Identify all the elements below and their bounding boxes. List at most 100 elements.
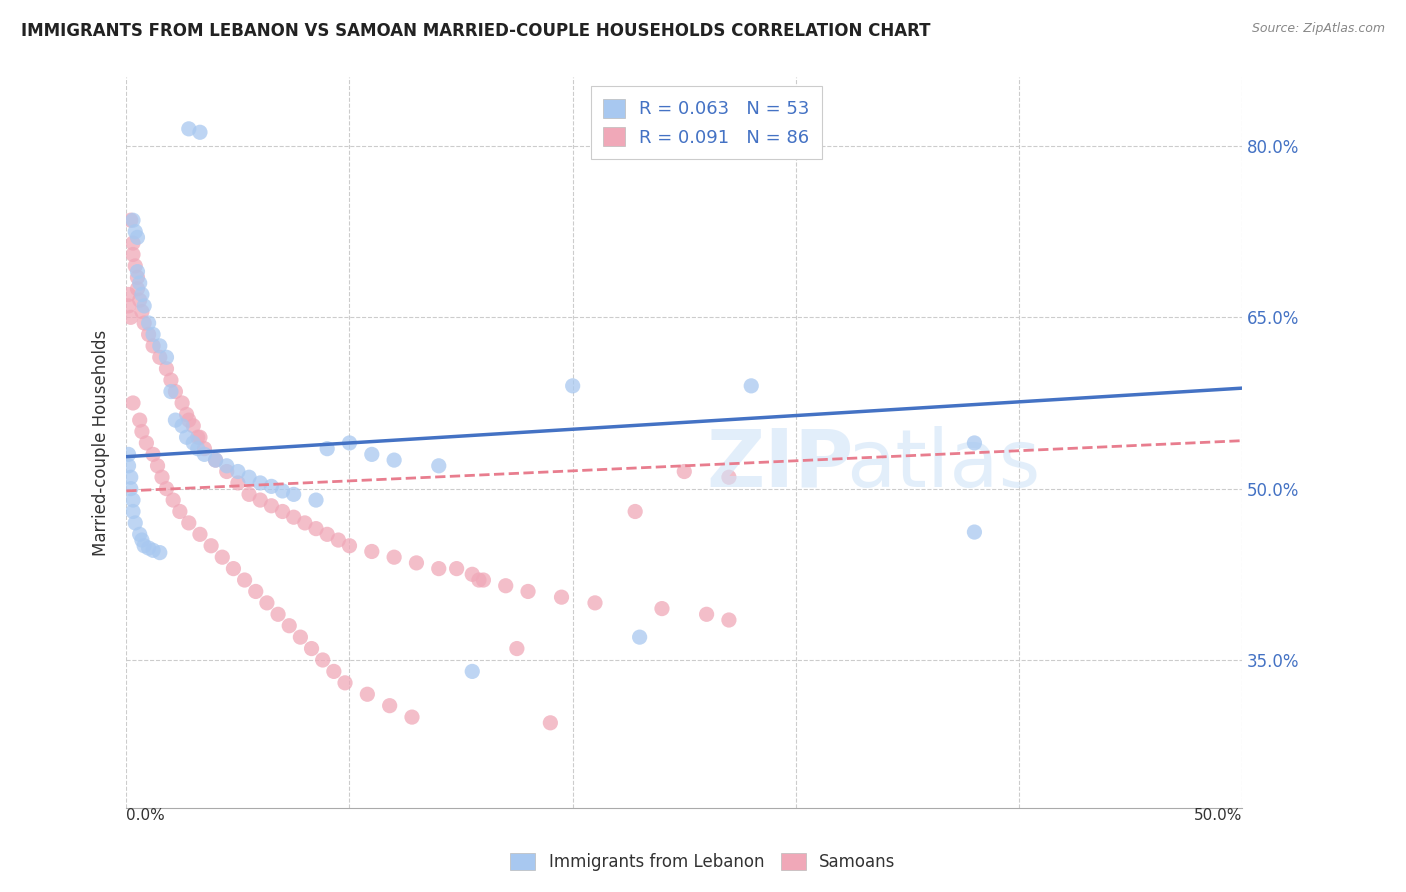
- Point: [128, 276, 150, 290]
- Point: [117, 287, 139, 301]
- Point: [226, 475, 249, 490]
- Point: [267, 607, 290, 622]
- Point: [283, 510, 305, 524]
- Point: [226, 465, 249, 479]
- Legend: R = 0.063   N = 53, R = 0.091   N = 86: R = 0.063 N = 53, R = 0.091 N = 86: [591, 87, 823, 160]
- Point: [122, 493, 145, 508]
- Point: [472, 573, 495, 587]
- Point: [127, 282, 149, 296]
- Point: [128, 527, 150, 541]
- Point: [461, 665, 484, 679]
- Point: [128, 413, 150, 427]
- Point: [188, 527, 211, 541]
- Text: 0.0%: 0.0%: [127, 808, 165, 823]
- Point: [333, 676, 356, 690]
- Point: [740, 379, 762, 393]
- Point: [142, 339, 165, 353]
- Point: [122, 247, 145, 261]
- Point: [233, 573, 256, 587]
- Point: [165, 413, 187, 427]
- Point: [146, 458, 169, 473]
- Point: [177, 121, 200, 136]
- Point: [215, 465, 238, 479]
- Point: [628, 630, 651, 644]
- Point: [169, 504, 191, 518]
- Point: [127, 270, 149, 285]
- Point: [283, 487, 305, 501]
- Point: [165, 384, 187, 399]
- Point: [193, 447, 215, 461]
- Point: [717, 613, 740, 627]
- Point: [963, 524, 986, 539]
- Point: [177, 413, 200, 427]
- Point: [181, 418, 204, 433]
- Point: [117, 447, 139, 461]
- Point: [339, 436, 361, 450]
- Point: [155, 482, 177, 496]
- Point: [187, 430, 209, 444]
- Point: [138, 316, 160, 330]
- Point: [149, 546, 172, 560]
- Point: [200, 539, 222, 553]
- Point: [117, 299, 139, 313]
- Point: [149, 339, 172, 353]
- Point: [260, 499, 283, 513]
- Point: [316, 442, 339, 456]
- Point: [172, 396, 194, 410]
- Point: [138, 541, 160, 555]
- Text: 50.0%: 50.0%: [1194, 808, 1243, 823]
- Point: [356, 687, 378, 701]
- Point: [328, 533, 350, 547]
- Point: [155, 361, 177, 376]
- Point: [124, 259, 146, 273]
- Point: [193, 442, 215, 456]
- Point: [131, 304, 153, 318]
- Point: [717, 470, 740, 484]
- Point: [561, 379, 583, 393]
- Point: [550, 590, 572, 604]
- Point: [204, 453, 226, 467]
- Text: IMMIGRANTS FROM LEBANON VS SAMOAN MARRIED-COUPLE HOUSEHOLDS CORRELATION CHART: IMMIGRANTS FROM LEBANON VS SAMOAN MARRIE…: [21, 22, 931, 40]
- Point: [583, 596, 606, 610]
- Point: [446, 561, 468, 575]
- Point: [382, 550, 405, 565]
- Point: [142, 543, 165, 558]
- Point: [124, 225, 146, 239]
- Point: [249, 493, 271, 508]
- Point: [181, 436, 204, 450]
- Point: [122, 235, 145, 250]
- Point: [188, 125, 211, 139]
- Point: [138, 327, 160, 342]
- Point: [517, 584, 540, 599]
- Point: [696, 607, 718, 622]
- Point: [427, 561, 450, 575]
- Point: [538, 715, 561, 730]
- Point: [176, 430, 198, 444]
- Point: [256, 596, 278, 610]
- Y-axis label: Married-couple Households: Married-couple Households: [93, 330, 110, 556]
- Point: [260, 479, 283, 493]
- Legend: Immigrants from Lebanon, Samoans: Immigrants from Lebanon, Samoans: [502, 845, 904, 880]
- Point: [360, 447, 382, 461]
- Point: [142, 447, 165, 461]
- Point: [187, 442, 209, 456]
- Point: [401, 710, 423, 724]
- Point: [624, 504, 647, 518]
- Point: [305, 522, 328, 536]
- Point: [405, 556, 427, 570]
- Point: [271, 504, 294, 518]
- Point: [122, 213, 145, 227]
- Point: [134, 316, 156, 330]
- Text: ZIP: ZIP: [707, 425, 853, 504]
- Point: [122, 504, 145, 518]
- Point: [294, 516, 316, 530]
- Point: [382, 453, 405, 467]
- Point: [120, 470, 142, 484]
- Point: [122, 396, 145, 410]
- Point: [651, 601, 673, 615]
- Point: [963, 436, 986, 450]
- Text: Source: ZipAtlas.com: Source: ZipAtlas.com: [1251, 22, 1385, 36]
- Point: [134, 539, 156, 553]
- Point: [506, 641, 529, 656]
- Point: [360, 544, 382, 558]
